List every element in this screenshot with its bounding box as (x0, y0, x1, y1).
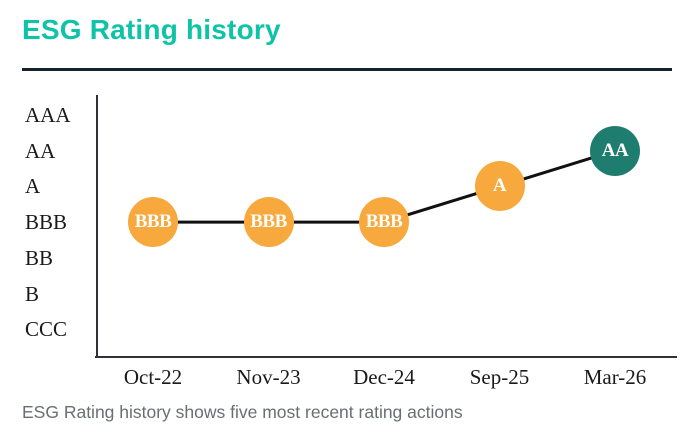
data-point-label: BBB (134, 211, 172, 233)
y-axis-line (96, 95, 98, 358)
y-axis-label-bbb: BBB (25, 210, 68, 235)
data-point-oct-22: BBB (128, 197, 178, 248)
x-axis-line (95, 356, 677, 358)
data-point-label: BBB (250, 211, 287, 233)
page-title: ESG Rating history (22, 14, 281, 45)
data-point-nov-23: BBB (243, 197, 294, 248)
y-axis-label-ccc: CCC (25, 317, 68, 342)
y-axis-label-bb: BB (25, 245, 54, 270)
chart-caption: ESG Rating history shows five most recen… (22, 402, 463, 422)
data-point-label: A (492, 175, 507, 197)
y-axis-label-aaa: AAA (25, 103, 71, 127)
x-axis-label-dec-24: Dec-24 (353, 365, 415, 389)
data-point-mar-26: AA (590, 125, 640, 176)
data-point-dec-24: BBB (359, 197, 409, 248)
data-point-label: AA (601, 139, 629, 161)
x-axis-label-nov-23: Nov-23 (236, 365, 301, 389)
data-point-sep-25: A (474, 161, 525, 212)
y-axis-label-aa: AA (25, 138, 56, 163)
x-axis-label-oct-22: Oct-22 (123, 365, 183, 389)
y-axis-label-a: A (25, 174, 41, 199)
title-divider (22, 68, 672, 71)
x-axis-label-mar-26: Mar-26 (583, 365, 647, 389)
data-point-label: BBB (365, 211, 403, 233)
x-axis-label-sep-25: Sep-25 (469, 365, 530, 389)
y-axis-label-b: B (25, 281, 40, 306)
